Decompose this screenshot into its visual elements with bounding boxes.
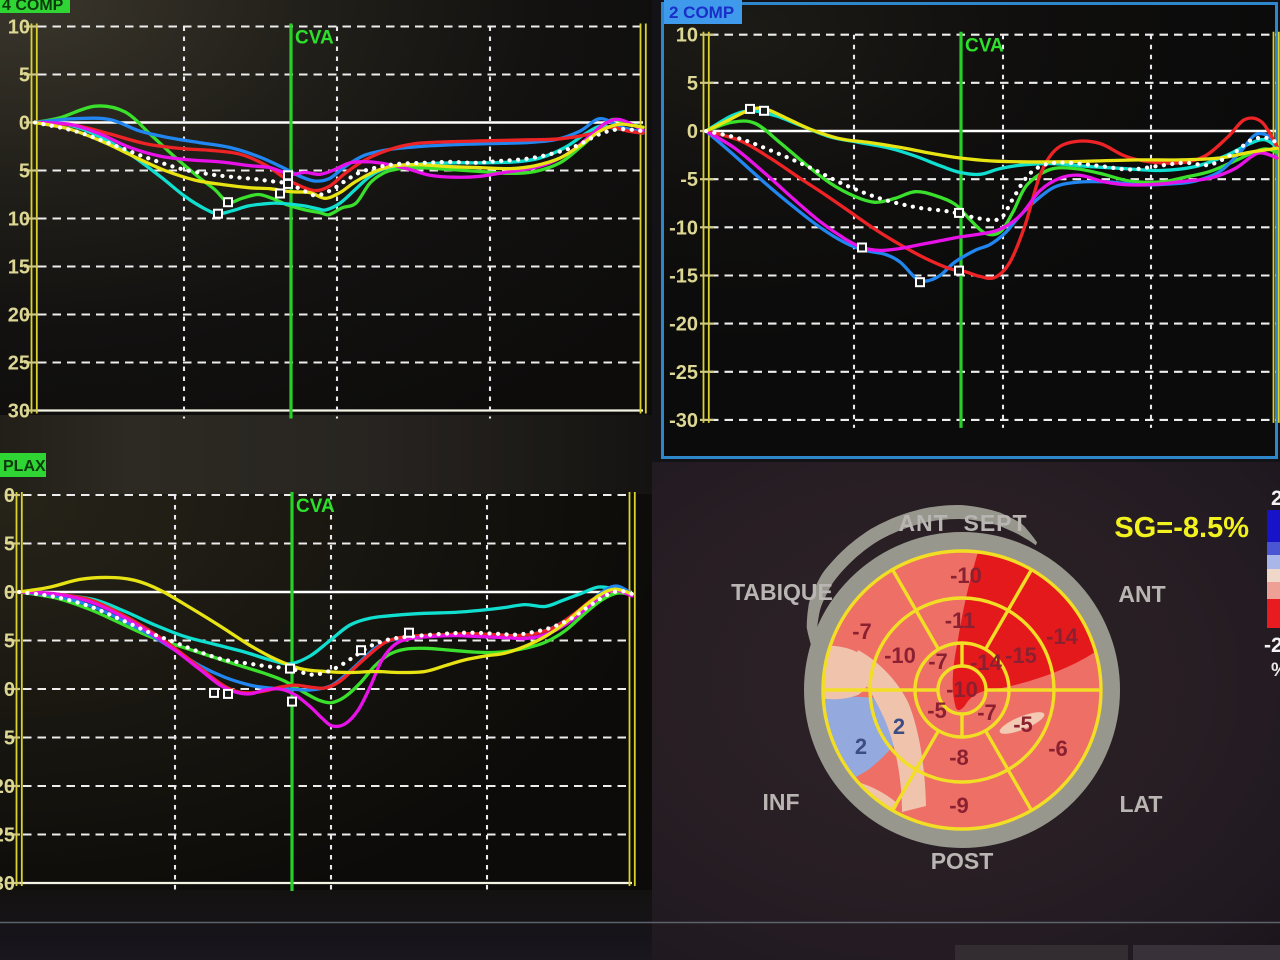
svg-text:SG=-8.5%: SG=-8.5% — [1114, 512, 1249, 544]
svg-text:5: 5 — [19, 161, 30, 183]
svg-text:0: 0 — [4, 679, 15, 701]
svg-text:ANT: ANT — [1118, 581, 1165, 607]
svg-text:CVA: CVA — [965, 36, 1004, 57]
svg-text:0: 0 — [4, 582, 15, 604]
svg-text:CVA: CVA — [296, 496, 335, 517]
svg-text:0: 0 — [19, 113, 30, 135]
svg-text:-30: -30 — [669, 410, 698, 432]
svg-text:0: 0 — [687, 121, 698, 143]
svg-text:5: 5 — [19, 65, 30, 87]
svg-text:-7: -7 — [928, 649, 948, 674]
svg-text:-14: -14 — [1046, 624, 1079, 649]
svg-text:PLAX: PLAX — [3, 458, 46, 475]
svg-text:25: 25 — [8, 353, 30, 375]
svg-text:-9: -9 — [949, 793, 969, 818]
svg-text:10: 10 — [8, 17, 30, 39]
svg-text:4 COMP: 4 COMP — [2, 0, 64, 14]
svg-text:-5: -5 — [927, 698, 947, 723]
svg-text:LAT: LAT — [1119, 791, 1162, 817]
svg-text:0: 0 — [4, 485, 15, 507]
svg-text:5: 5 — [4, 631, 15, 653]
svg-text:2: 2 — [1271, 487, 1280, 510]
svg-text:-20: -20 — [669, 314, 698, 336]
svg-text:%: % — [1271, 660, 1280, 681]
svg-text:-15: -15 — [669, 266, 698, 288]
svg-text:POST: POST — [931, 848, 994, 874]
svg-text:INF: INF — [762, 789, 799, 815]
svg-text:TABIQUE: TABIQUE — [731, 579, 833, 605]
svg-text:2: 2 — [855, 734, 867, 759]
svg-text:-10: -10 — [950, 563, 982, 588]
svg-text:20: 20 — [0, 776, 15, 798]
svg-text:-10: -10 — [946, 677, 978, 702]
svg-text:-6: -6 — [1048, 736, 1068, 761]
svg-text:10: 10 — [8, 209, 30, 231]
svg-text:-5: -5 — [680, 169, 698, 191]
svg-text:30: 30 — [0, 873, 15, 895]
svg-text:-10: -10 — [669, 217, 698, 239]
svg-text:15: 15 — [8, 257, 30, 279]
svg-text:-11: -11 — [945, 608, 976, 633]
svg-text:-15: -15 — [1005, 643, 1037, 668]
svg-text:-5: -5 — [1013, 712, 1033, 737]
svg-text:-2: -2 — [1264, 634, 1280, 657]
svg-text:-7: -7 — [852, 619, 872, 644]
svg-text:5: 5 — [4, 728, 15, 750]
svg-text:CVA: CVA — [295, 28, 334, 49]
svg-text:-25: -25 — [669, 362, 698, 384]
svg-text:10: 10 — [676, 25, 698, 47]
svg-text:-14: -14 — [970, 650, 1003, 675]
svg-text:5: 5 — [687, 73, 698, 95]
svg-text:-10: -10 — [884, 643, 916, 668]
svg-text:2: 2 — [893, 714, 905, 739]
svg-text:25: 25 — [0, 825, 15, 847]
svg-text:2 COMP: 2 COMP — [669, 3, 734, 22]
svg-text:-7: -7 — [977, 700, 997, 725]
svg-text:5: 5 — [4, 534, 15, 556]
svg-text:30: 30 — [8, 401, 30, 423]
svg-text:20: 20 — [8, 305, 30, 327]
svg-text:-8: -8 — [949, 745, 969, 770]
svg-text:ANT SEPT: ANT SEPT — [898, 510, 1027, 536]
